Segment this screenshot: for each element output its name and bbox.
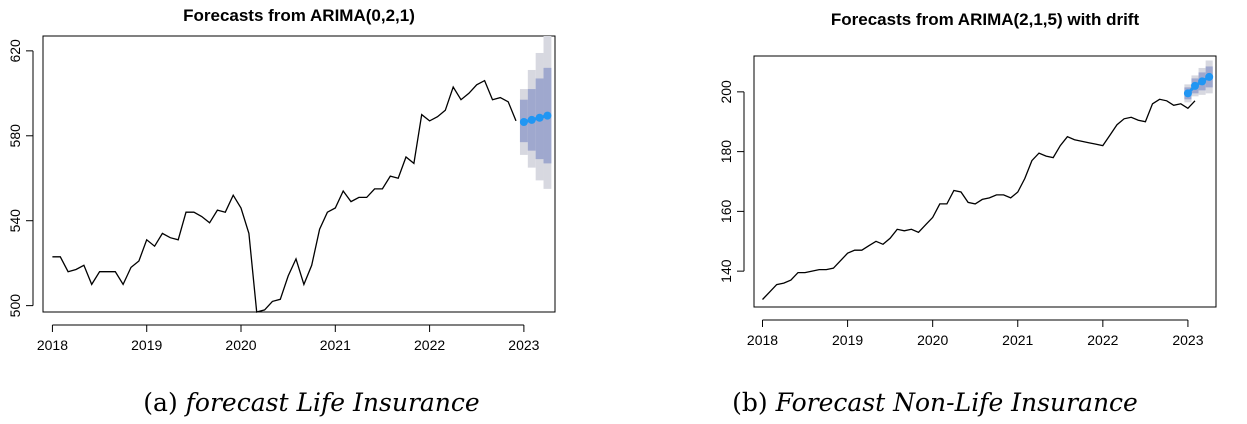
forecast-point [535, 113, 544, 122]
x-tick-label: 2022 [414, 337, 445, 353]
y-tick-label: 140 [718, 259, 734, 283]
caption-tag: (b) [732, 388, 768, 417]
x-tick-label: 2023 [1172, 332, 1203, 348]
history-series-line [762, 98, 1196, 300]
forecast-point [527, 115, 536, 124]
y-tick-label: 580 [7, 124, 23, 148]
y-tick-label: 160 [718, 199, 734, 223]
history-series-line [52, 79, 517, 313]
y-tick-label: 500 [7, 294, 23, 318]
forecast-point [1191, 81, 1200, 90]
x-tick-label: 2022 [1087, 332, 1118, 348]
chart-life-insurance: Forecasts from ARIMA(0,2,1) 2018 2019 2020 2… [7, 6, 556, 353]
x-tick-label: 2020 [917, 332, 948, 348]
x-tick-label: 2019 [832, 332, 863, 348]
plot-frame [753, 55, 1217, 308]
chart-title: Forecasts from ARIMA(0,2,1) [183, 6, 415, 25]
x-tick-label: 2021 [320, 337, 351, 353]
forecast-point [1205, 72, 1214, 81]
x-tick-label: 2018 [747, 332, 778, 348]
forecast-point [543, 111, 552, 120]
forecast-point [1183, 89, 1192, 98]
y-tick-label: 200 [718, 80, 734, 104]
chart-non-life-insurance: Forecasts from ARIMA(2,1,5) with drift 20… [718, 10, 1217, 348]
chart-panel-life: Forecasts from ARIMA(0,2,1) 2018 2019 2020 2… [0, 0, 623, 424]
y-tick-label: 540 [7, 209, 23, 233]
forecast-series-line [523, 114, 548, 124]
caption-text: forecast Life Insurance [185, 388, 480, 417]
chart-panel-nonlife: Forecasts from ARIMA(2,1,5) with drift 20… [623, 0, 1247, 424]
caption-text: Forecast Non-Life Insurance [775, 388, 1138, 417]
y-tick-label: 180 [718, 140, 734, 164]
forecast-series-line [1186, 75, 1211, 95]
x-tick-label: 2019 [131, 337, 162, 353]
y-tick-label: 620 [7, 39, 23, 63]
x-tick-label: 2023 [508, 337, 539, 353]
x-tick-label: 2021 [1002, 332, 1033, 348]
caption-nonlife: (b) Forecast Non-Life Insurance [623, 388, 1247, 417]
forecast-point [519, 117, 528, 126]
x-tick-label: 2018 [37, 337, 68, 353]
x-tick-label: 2020 [225, 337, 256, 353]
caption-life: (a) forecast Life Insurance [0, 388, 623, 417]
caption-tag: (a) [143, 388, 178, 417]
forecast-point [1198, 77, 1207, 86]
plot-frame [42, 35, 556, 313]
chart-title: Forecasts from ARIMA(2,1,5) with drift [831, 10, 1140, 29]
